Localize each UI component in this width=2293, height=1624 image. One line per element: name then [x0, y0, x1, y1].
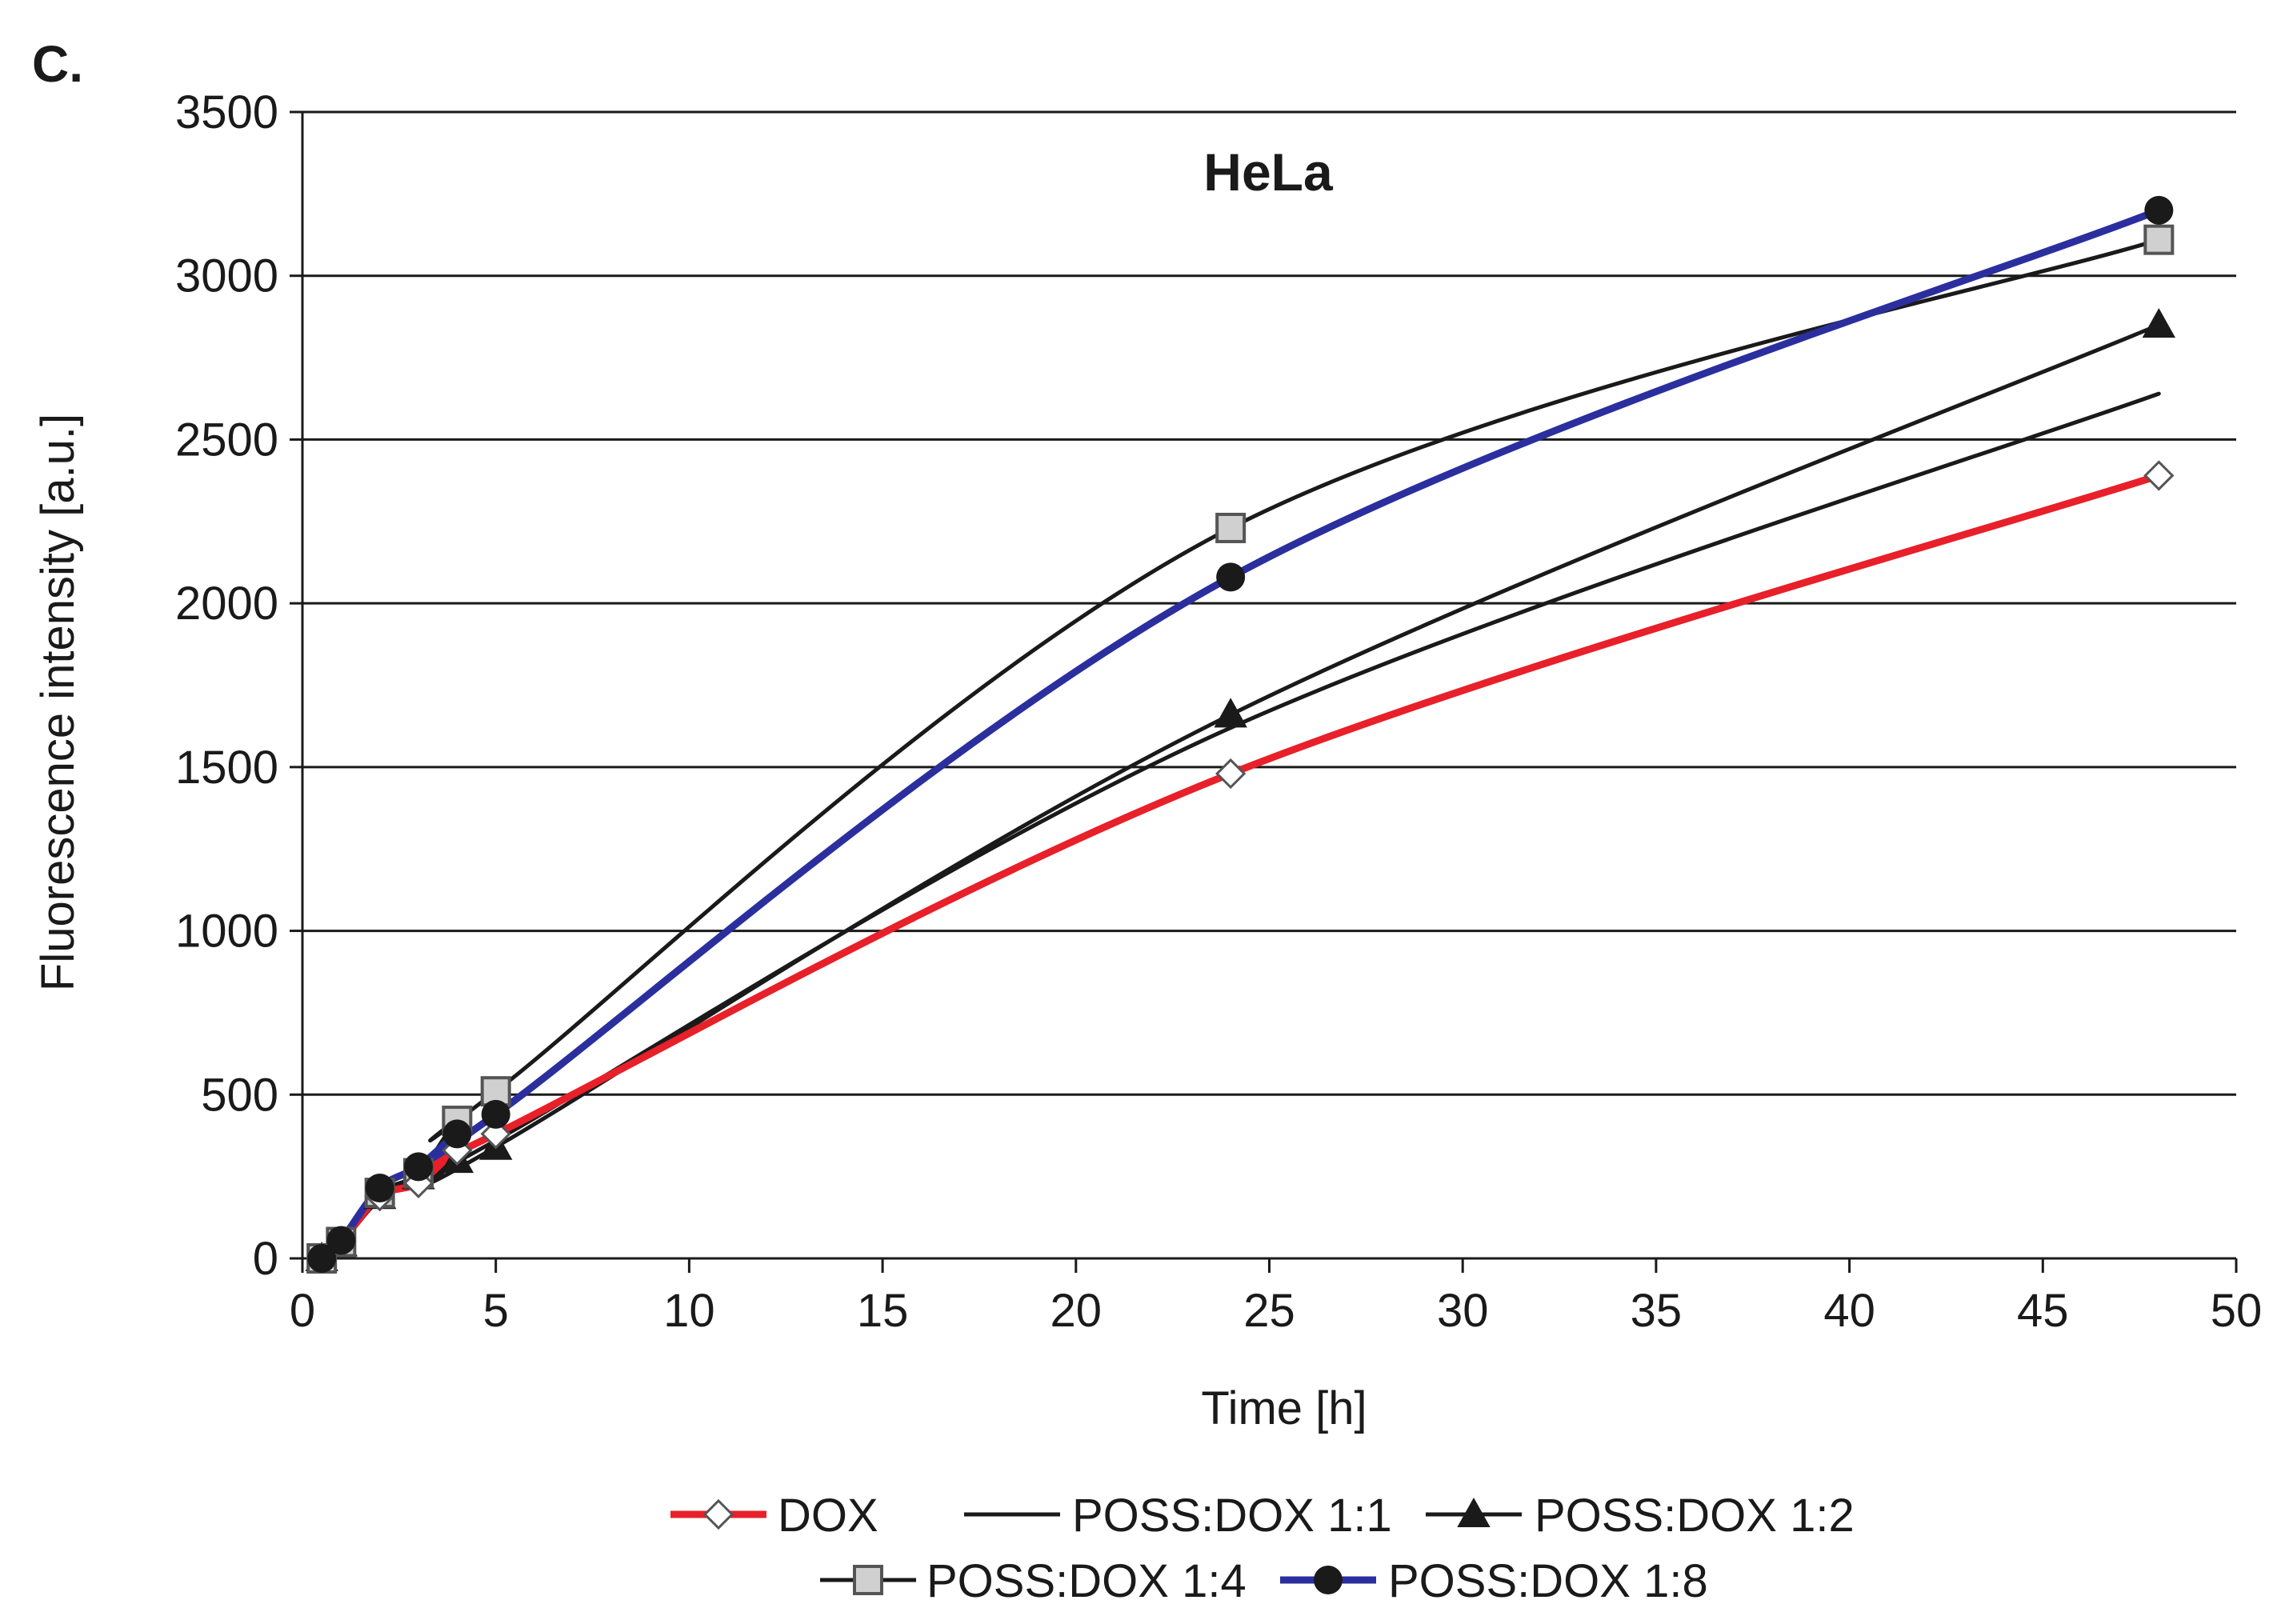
legend-swatch-marker — [702, 1498, 734, 1530]
marker-poss-dox-1-8 — [2144, 195, 2174, 225]
y-axis-label: Fluorescence intensity [a.u.] — [32, 414, 84, 991]
x-tick-labels: 0 5 10 15 20 25 30 35 40 45 50 — [290, 1285, 2262, 1337]
legend-label: POSS:DOX 1:4 — [926, 1555, 1247, 1607]
y-tick-label: 2500 — [175, 414, 278, 466]
legend-swatch-marker — [853, 1565, 883, 1595]
x-tick-label: 15 — [857, 1285, 909, 1337]
marker-dox — [480, 1118, 511, 1150]
panel-label: C. — [32, 35, 83, 93]
series-line-dox — [318, 471, 2163, 1262]
chart-title: HeLa — [1203, 142, 1334, 202]
legend-item-poss-dox-1-4: POSS:DOX 1:4 — [820, 1555, 1247, 1607]
x-tick-label: 45 — [2017, 1285, 2069, 1337]
axes — [290, 110, 2238, 1273]
marker-dox — [1215, 758, 1247, 790]
legend-label: POSS:DOX 1:1 — [1072, 1490, 1392, 1542]
x-tick-label: 20 — [1050, 1285, 1102, 1337]
legend-swatch-marker — [1457, 1497, 1491, 1527]
marker-poss-dox-1-2 — [2142, 308, 2176, 338]
marker-poss-dox-1-8 — [365, 1173, 394, 1202]
series-line-poss-dox-1-4 — [319, 238, 2161, 1261]
marker-poss-dox-1-8 — [1216, 562, 1246, 592]
legend-label: DOX — [778, 1490, 878, 1542]
x-tick-label: 0 — [290, 1285, 315, 1337]
x-tick-label: 10 — [663, 1285, 715, 1337]
legend-label: POSS:DOX 1:2 — [1535, 1490, 1855, 1542]
legend-swatch-marker — [1314, 1566, 1343, 1594]
series-markers — [305, 195, 2176, 1274]
marker-poss-dox-1-4 — [1215, 512, 1247, 543]
legend-item-poss-dox-1-2: POSS:DOX 1:2 — [1426, 1490, 1855, 1542]
y-tick-label: 3500 — [175, 86, 278, 138]
y-tick-label: 1000 — [175, 906, 278, 958]
x-tick-label: 5 — [483, 1285, 509, 1337]
gridlines — [302, 110, 2236, 1096]
marker-poss-dox-1-4 — [2143, 224, 2175, 255]
marker-dox — [2143, 460, 2175, 491]
y-tick-label: 0 — [253, 1233, 278, 1285]
marker-poss-dox-1-8 — [326, 1226, 356, 1255]
y-tick-label: 500 — [201, 1069, 278, 1121]
y-tick-labels: 0 500 1000 1500 2000 2500 3000 3500 — [175, 86, 278, 1285]
legend-item-poss-dox-1-1: POSS:DOX 1:1 — [964, 1490, 1392, 1542]
marker-poss-dox-1-8 — [307, 1244, 337, 1273]
legend-item-dox: DOX — [670, 1490, 878, 1542]
x-tick-label: 35 — [1631, 1285, 1683, 1337]
series-lines — [318, 206, 2163, 1262]
marker-poss-dox-1-2 — [1214, 698, 1247, 728]
x-tick-label: 40 — [1823, 1285, 1875, 1337]
y-tick-label: 2000 — [175, 578, 278, 630]
x-tick-label: 30 — [1437, 1285, 1489, 1337]
legend-item-poss-dox-1-8: POSS:DOX 1:8 — [1280, 1555, 1708, 1607]
x-axis-label: Time [h] — [1201, 1382, 1367, 1434]
legend-label: POSS:DOX 1:8 — [1388, 1555, 1708, 1607]
y-tick-label: 1500 — [175, 742, 278, 794]
legend: DOX POSS:DOX 1:1 POSS:DOX 1:2 POSS:DOX 1:4 P… — [670, 1490, 1855, 1607]
series-line-poss-dox-1-2 — [319, 322, 2161, 1261]
x-tick-label: 50 — [2211, 1285, 2263, 1337]
marker-poss-dox-1-8 — [481, 1099, 510, 1129]
x-tick-label: 25 — [1243, 1285, 1295, 1337]
marker-poss-dox-1-8 — [442, 1119, 472, 1149]
marker-poss-dox-1-8 — [404, 1152, 434, 1182]
y-tick-label: 3000 — [175, 250, 278, 302]
series-line-poss-dox-1-8 — [318, 206, 2163, 1262]
